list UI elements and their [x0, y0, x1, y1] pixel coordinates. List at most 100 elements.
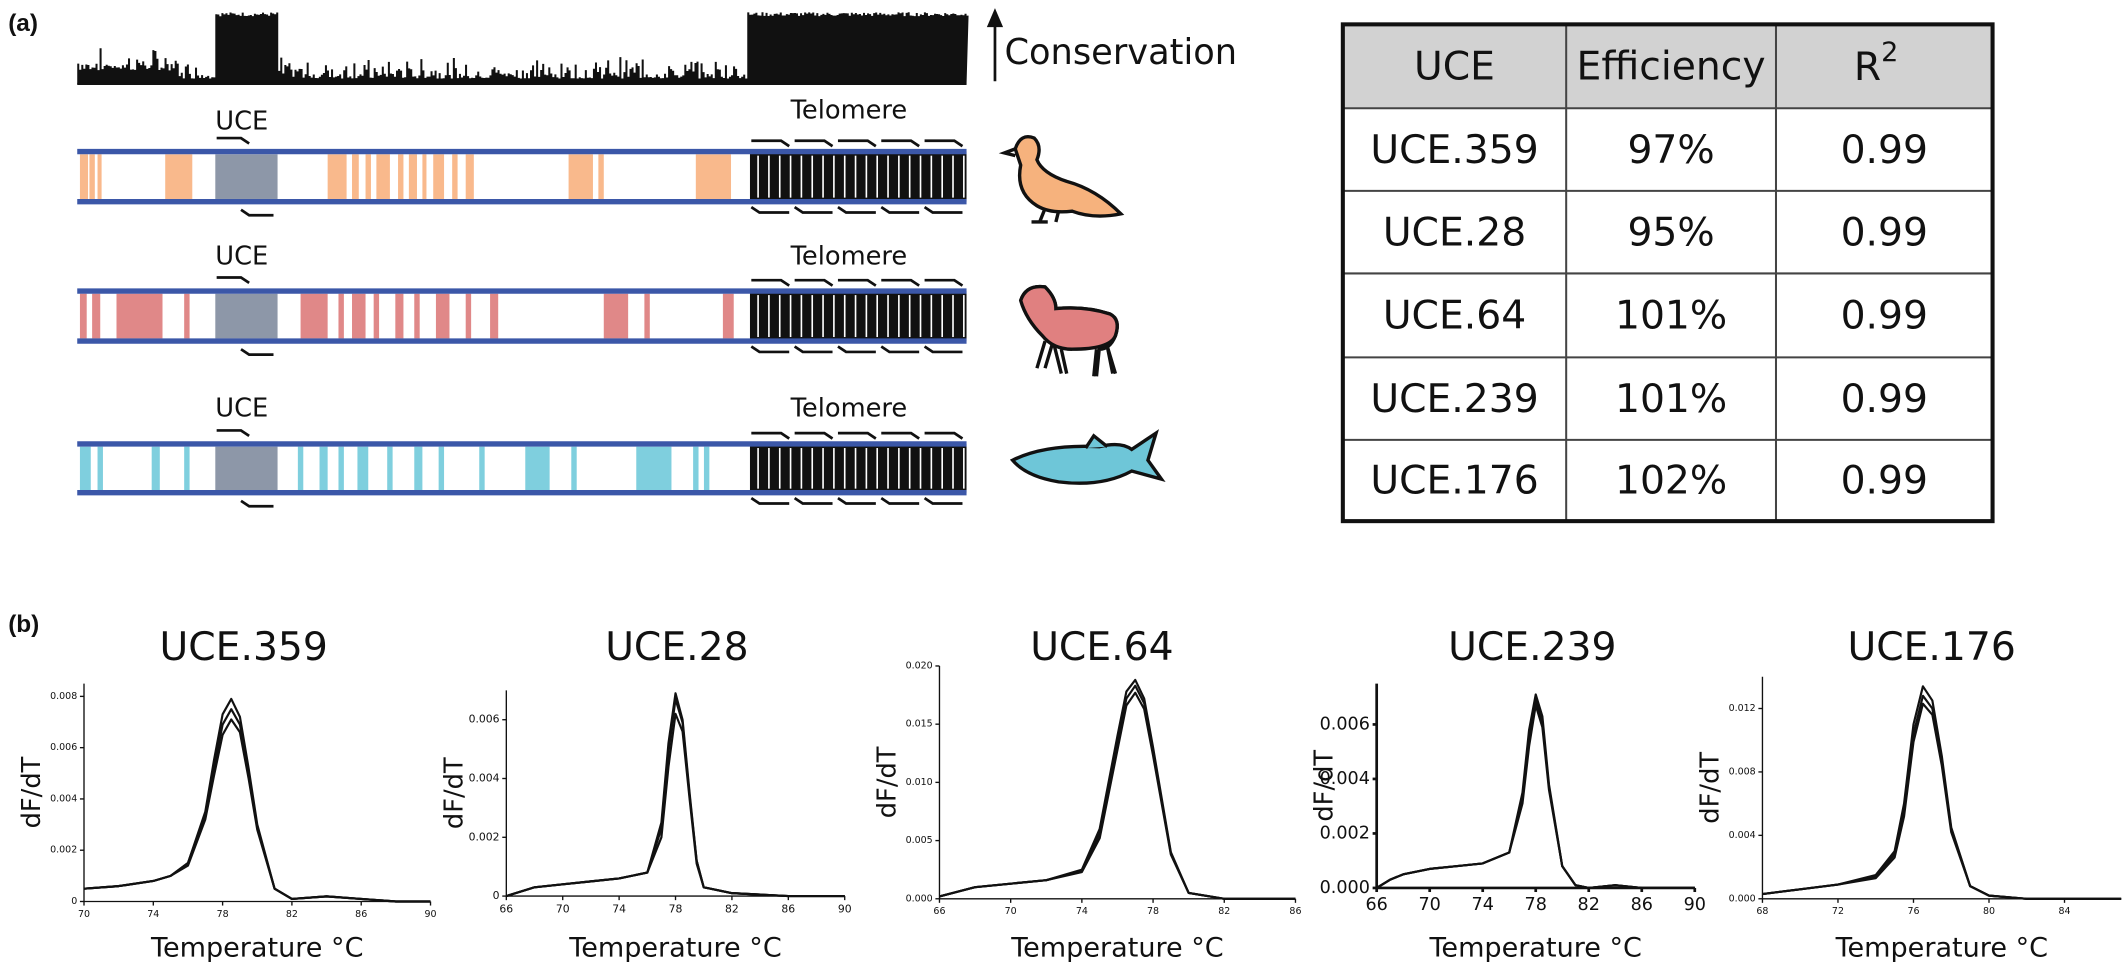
primer [837, 139, 877, 148]
conserved-element [571, 446, 577, 490]
conserved-element [338, 293, 344, 339]
x-tick-label: 72 [1832, 906, 1844, 917]
telomere-label: Telomere [790, 95, 908, 125]
conserved-element [598, 154, 604, 199]
chart-title: UCE.28 [605, 625, 748, 670]
telomere [749, 443, 967, 493]
y-tick-label: 0.004 [1320, 769, 1370, 789]
header-cell: Efficiency [1577, 45, 1766, 90]
primer [751, 431, 790, 440]
y-tick-label: 0.000 [1320, 878, 1370, 898]
x-axis-label: Temperature °C [1428, 932, 1641, 963]
melt-curve [1376, 693, 1695, 890]
conserved-element [79, 154, 89, 199]
mammal-icon [1018, 284, 1119, 377]
conserved-element [568, 154, 593, 199]
conserved-element [438, 446, 445, 490]
uce-label: UCE [215, 393, 268, 423]
conserved-element [373, 293, 380, 339]
melt-curve [1376, 704, 1695, 890]
x-tick-label: 74 [1076, 906, 1088, 917]
x-tick-label: 84 [2058, 906, 2070, 917]
conserved-element [408, 154, 417, 199]
primer [837, 205, 876, 214]
primer [750, 496, 790, 505]
primer [837, 496, 876, 505]
y-tick-label: 0.002 [469, 830, 500, 843]
table-cell: 0.99 [1841, 294, 1928, 339]
conserved-element [465, 154, 474, 199]
conserved-element [300, 293, 328, 339]
x-axis-label: Temperature °C [150, 932, 363, 963]
conserved-element [165, 154, 193, 199]
primer [793, 496, 833, 505]
primer [794, 431, 834, 440]
x-tick-label: 82 [1218, 906, 1230, 917]
y-tick-label: 0.012 [1729, 703, 1756, 714]
charts: UCE.359 0 0.002 0.004 0.006 0.008 70 74 78 82 86 90… [17, 625, 2122, 963]
primer [240, 208, 274, 217]
y-tick-label: 0.002 [50, 845, 77, 856]
y-tick-label: 0.000 [1729, 893, 1756, 904]
conserved-element [433, 154, 445, 199]
x-tick-label: 78 [1525, 895, 1547, 915]
primer [240, 348, 274, 356]
conserved-element [644, 293, 650, 339]
conserved-element [338, 446, 344, 490]
y-tick-label: 0.006 [50, 742, 77, 753]
melt-curve [505, 692, 845, 898]
y-axis-label: dF/dT [1696, 752, 1726, 824]
primer [923, 205, 963, 214]
y-tick-label: 0.004 [1729, 830, 1756, 841]
primer [751, 278, 790, 287]
primer [924, 278, 964, 287]
conserved-element [79, 446, 91, 490]
table-cell: 101% [1615, 377, 1727, 422]
y-tick-label: 0.000 [906, 893, 933, 904]
conserved-element [414, 446, 423, 490]
conservation-profile [77, 12, 969, 84]
primer [794, 139, 834, 148]
telomere [749, 151, 967, 202]
x-tick-label: 78 [217, 909, 229, 920]
primer [837, 431, 877, 440]
table-cell: 0.99 [1841, 210, 1928, 255]
x-tick-label: 82 [286, 909, 298, 920]
primer [751, 139, 790, 148]
conserved-element [603, 293, 629, 339]
primer [923, 496, 963, 505]
table-cell: UCE.176 [1370, 459, 1538, 504]
table-border [1340, 22, 1995, 524]
conserved-element [465, 293, 472, 339]
uce-region [215, 154, 278, 199]
header-bg [1342, 24, 1993, 109]
x-tick-label: 68 [1756, 906, 1768, 917]
conservation-label: Conservation [1004, 32, 1237, 73]
tracks: UCE Telomere UCE Telomere UCE Telomere [77, 95, 967, 508]
primer [880, 345, 920, 354]
melt-curve [939, 678, 1296, 900]
primer [794, 278, 834, 287]
conserved-element [357, 446, 369, 490]
conserved-element [79, 293, 87, 339]
x-tick-label: 70 [556, 903, 570, 916]
melt-curve [83, 708, 431, 903]
table-cell: 95% [1627, 210, 1714, 255]
conserved-element [97, 446, 103, 490]
table-cell: 102% [1615, 459, 1727, 504]
uce-label: UCE [215, 106, 268, 136]
x-tick-label: 90 [424, 909, 436, 920]
table-cell: 0.99 [1841, 377, 1928, 422]
bird-icon [998, 135, 1125, 224]
x-tick-label: 66 [499, 903, 513, 916]
primer [240, 499, 274, 508]
primer [881, 278, 920, 287]
primer [881, 431, 920, 440]
chart-title: UCE.64 [1030, 625, 1173, 670]
conserved-element [376, 154, 390, 199]
table-cell: UCE.64 [1383, 294, 1526, 339]
primer [837, 278, 877, 287]
table-cell: UCE.359 [1370, 128, 1538, 173]
primer [923, 345, 963, 354]
conserved-element [695, 154, 732, 199]
